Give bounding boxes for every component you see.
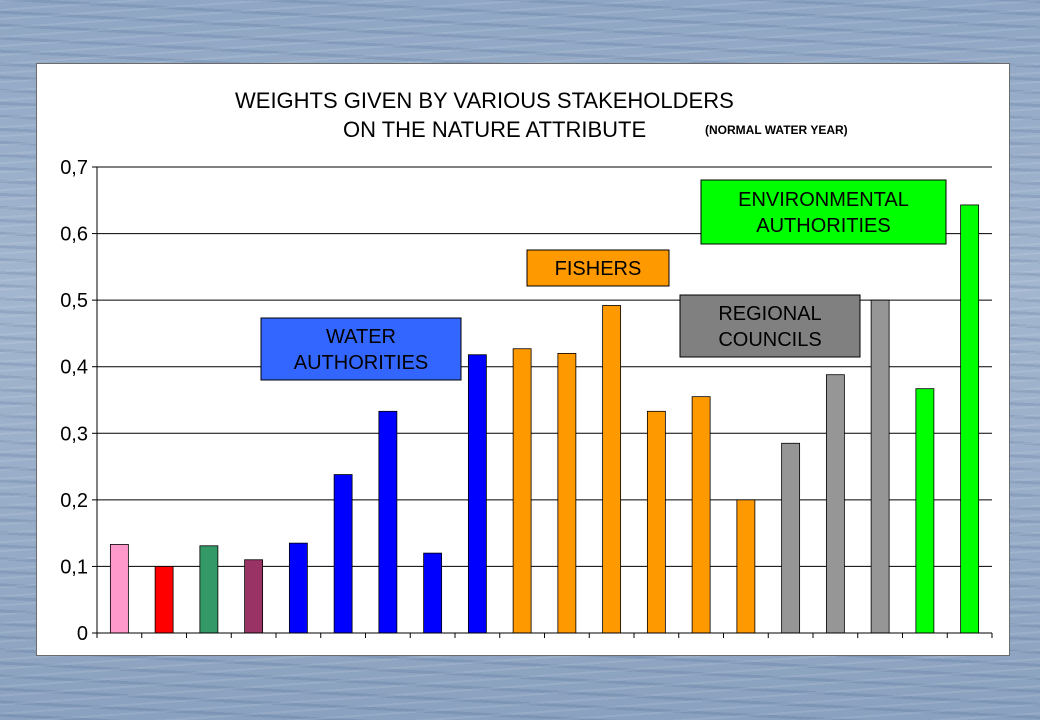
chart-title-line1: WEIGHTS GIVEN BY VARIOUS STAKEHOLDERS — [235, 88, 734, 113]
y-tick-label: 0,3 — [60, 423, 88, 445]
bar — [154, 566, 174, 634]
environmental-authorities-label: ENVIRONMENTAL AUTHORITIES — [700, 179, 947, 245]
y-tick-label: 0,7 — [60, 157, 88, 179]
group-label-box — [526, 249, 670, 287]
y-tick-label: 0,4 — [60, 357, 88, 379]
bar — [602, 305, 622, 634]
bar — [781, 442, 801, 634]
water-authorities-label: WATER AUTHORITIES — [260, 317, 462, 381]
bars — [109, 204, 980, 634]
bar — [109, 544, 129, 634]
chart-frame: WEIGHTS GIVEN BY VARIOUS STAKEHOLDERS ON… — [36, 63, 1010, 656]
fishers-label: FISHERS — [526, 249, 670, 287]
group-label-line: FISHERS — [555, 258, 642, 280]
group-label-line: REGIONAL — [718, 303, 821, 325]
bar — [557, 352, 577, 634]
bar — [333, 474, 353, 634]
bar — [646, 410, 666, 634]
axes: 0 0,1 0,2 0,3 0,4 0,5 0,6 0,7 — [60, 157, 993, 645]
bar — [423, 552, 443, 634]
bar — [691, 396, 711, 634]
bar — [378, 410, 398, 634]
regional-councils-label: REGIONAL COUNCILS — [679, 294, 861, 358]
group-label-box — [679, 294, 861, 358]
bar — [244, 559, 264, 634]
chart-subtitle: (NORMAL WATER YEAR) — [705, 123, 848, 137]
bar — [199, 545, 219, 634]
bar — [467, 354, 487, 634]
bar — [736, 499, 756, 634]
group-label-line: AUTHORITIES — [756, 215, 890, 237]
y-tick-label: 0,1 — [60, 556, 88, 578]
group-label-box — [260, 317, 462, 381]
bar — [288, 542, 308, 634]
y-tick-label: 0,2 — [60, 490, 88, 512]
y-tick-label: 0 — [77, 623, 88, 645]
bar — [915, 388, 935, 634]
bar-chart: WEIGHTS GIVEN BY VARIOUS STAKEHOLDERS ON… — [60, 88, 993, 645]
bar — [960, 204, 980, 634]
bar — [512, 348, 532, 634]
bar — [825, 374, 845, 634]
chart-title-line2: ON THE NATURE ATTRIBUTE — [343, 117, 646, 142]
group-label-line: COUNCILS — [718, 329, 821, 351]
group-label-box — [700, 179, 947, 245]
group-label-line: ENVIRONMENTAL — [738, 189, 909, 211]
group-label-line: AUTHORITIES — [294, 352, 428, 374]
y-tick-label: 0,6 — [60, 224, 88, 246]
grid-lines — [97, 166, 992, 567]
y-tick-label: 0,5 — [60, 290, 88, 312]
group-labels: WATER AUTHORITIES FISHERS REGIONAL COUNCILS E… — [260, 179, 947, 381]
group-label-line: WATER — [326, 326, 396, 348]
bar — [870, 299, 890, 634]
